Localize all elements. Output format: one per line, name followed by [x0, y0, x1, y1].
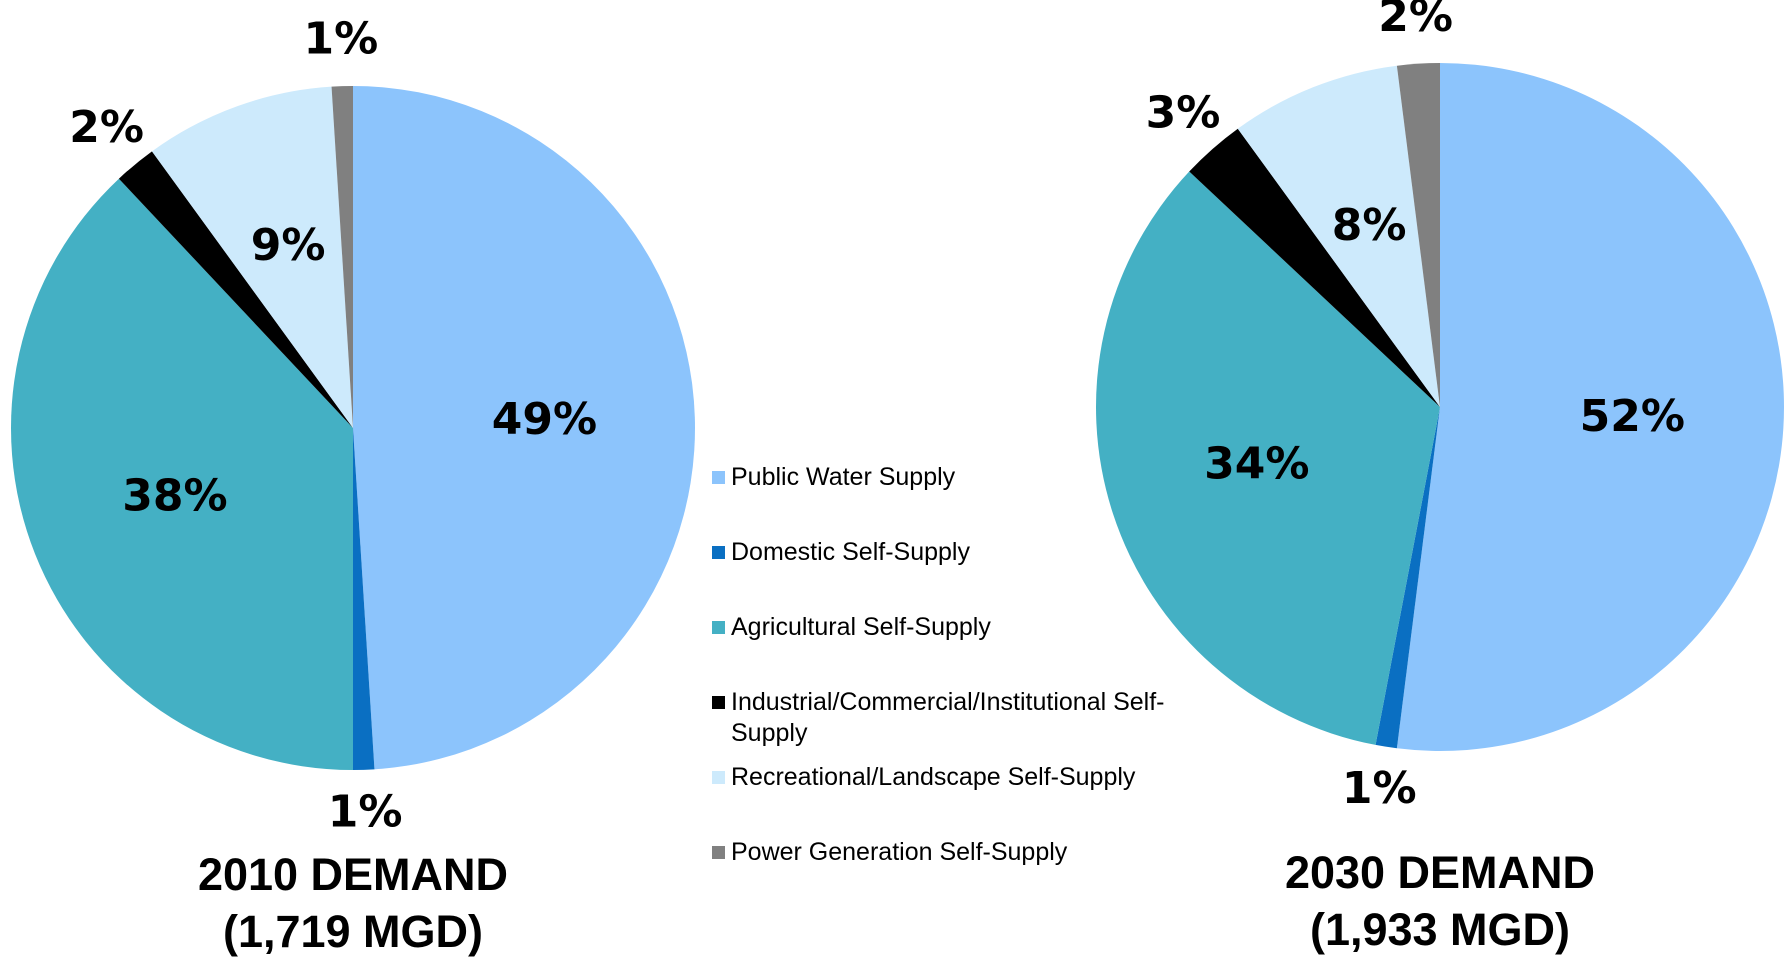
pie-slice	[1237, 65, 1440, 408]
pie-slice	[1096, 171, 1440, 745]
legend-label: Recreational/Landscape Self-Supply	[731, 763, 1136, 791]
pie-slice	[11, 178, 354, 770]
legend-label: Power Generation Self-Supply	[731, 838, 1068, 866]
legend-item: Public Water Supply	[712, 462, 955, 493]
legend-label: Public Water Supply	[731, 463, 956, 491]
slice-label: 49%	[492, 394, 597, 445]
pie-slice	[353, 428, 375, 770]
legend-swatch	[712, 771, 725, 784]
pie-slice	[151, 86, 353, 428]
pie-slice	[1375, 407, 1440, 749]
slice-label: 1%	[304, 14, 379, 65]
legend-swatch	[712, 546, 725, 559]
slice-label: 9%	[251, 220, 326, 271]
slice-label: 2%	[1378, 0, 1453, 42]
pie-slice	[1396, 63, 1440, 407]
pie-slice	[353, 86, 696, 770]
pie-slice	[1189, 128, 1440, 407]
chart-subtitle: (1,719 MGD)	[223, 906, 483, 957]
chart-title: 2010 DEMAND	[198, 849, 508, 900]
slice-label: 8%	[1332, 200, 1407, 251]
slice-label: 52%	[1580, 391, 1685, 442]
legend-swatch	[712, 846, 725, 859]
slice-label: 38%	[122, 471, 227, 522]
pie-slice	[1396, 63, 1784, 751]
legend-swatch	[712, 621, 725, 634]
legend-label: Industrial/Commercial/Institutional Self…	[731, 688, 1165, 747]
slice-label: 2%	[69, 102, 144, 153]
legend-label: Domestic Self-Supply	[731, 538, 970, 566]
legend-swatch	[712, 471, 725, 484]
legend-item: Agricultural Self-Supply	[712, 612, 991, 643]
legend-label: Agricultural Self-Supply	[731, 613, 991, 641]
chart-title: 2030 DEMAND	[1285, 847, 1595, 898]
slice-label: 1%	[1342, 763, 1417, 814]
pie-slice	[331, 86, 353, 428]
legend-swatch	[712, 696, 725, 709]
chart-subtitle: (1,933 MGD)	[1310, 904, 1570, 955]
legend-item: Industrial/Commercial/Institutional Self…	[712, 687, 1212, 749]
legend-item: Recreational/Landscape Self-Supply	[712, 762, 1135, 793]
legend-item: Power Generation Self-Supply	[712, 837, 1067, 868]
slice-label: 34%	[1204, 439, 1309, 490]
slice-label: 1%	[328, 786, 403, 837]
slice-label: 3%	[1146, 87, 1221, 138]
pie-slice	[118, 151, 353, 428]
legend-item: Domestic Self-Supply	[712, 537, 970, 568]
